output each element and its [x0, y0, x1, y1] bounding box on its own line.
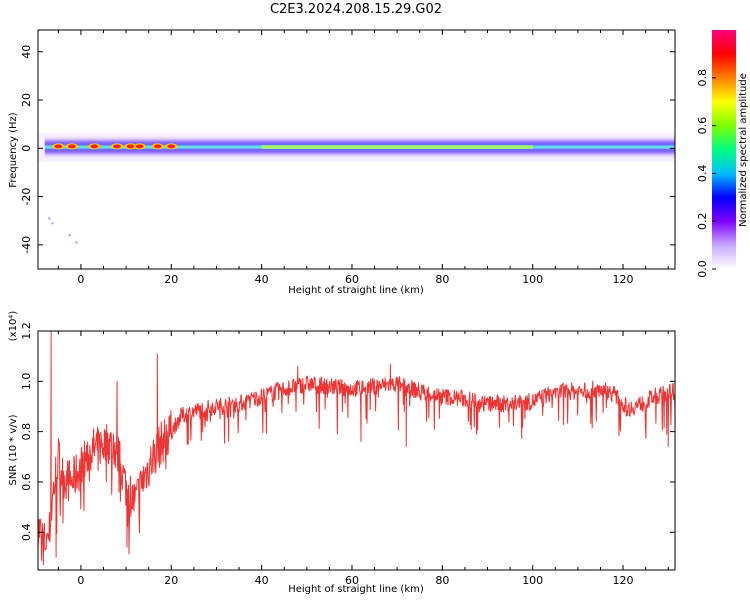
spectrogram-area — [38, 132, 675, 244]
x-tick-label: 120 — [613, 273, 634, 286]
hot-spot — [135, 144, 144, 149]
x-tick-label: 120 — [613, 574, 634, 587]
hot-spot — [67, 144, 76, 149]
x-tick-label: 60 — [345, 574, 359, 587]
snr-xlabel: Height of straight line (km) — [288, 584, 424, 595]
y-tick-label: 0 — [20, 145, 33, 152]
colorbar-tick-label: 0.0 — [696, 260, 709, 278]
hot-spot — [90, 144, 99, 149]
x-tick-label: 20 — [164, 574, 178, 587]
snr-area — [38, 331, 675, 566]
x-tick-label: 40 — [255, 273, 269, 286]
x-tick-label: 80 — [435, 273, 449, 286]
x-tick-label: 60 — [345, 273, 359, 286]
spectrogram-ylabel: Frequency (Hz) — [8, 112, 19, 188]
hot-spot — [167, 144, 176, 149]
y-tick-label: 1.2 — [20, 322, 33, 340]
snr-scale-label: (x10⁴) — [8, 311, 19, 342]
x-tick-label: 0 — [77, 273, 84, 286]
y-tick-label: -20 — [20, 188, 33, 206]
colorbar-tick-label: 0.6 — [696, 117, 709, 135]
x-tick-label: 20 — [164, 273, 178, 286]
y-tick-label: 0.8 — [20, 423, 33, 441]
snr-frame — [37, 330, 676, 571]
x-tick-label: 40 — [255, 574, 269, 587]
spectrogram-frame — [37, 29, 676, 270]
x-tick-label: 80 — [435, 574, 449, 587]
hot-spot — [113, 144, 122, 149]
speckle — [47, 217, 51, 220]
snr-ticks: 0 20 40 60 80 100 120 0.4 0.6 0.8 1.0 1.2 — [20, 322, 675, 587]
colorbar-tick-label: 0.8 — [696, 69, 709, 87]
x-tick-label: 0 — [77, 574, 84, 587]
snr-panel: 0 20 40 60 80 100 120 0.4 0.6 0.8 1.0 1.2 Height of… — [8, 311, 676, 595]
x-tick-label: 100 — [522, 273, 543, 286]
y-tick-label: 0.4 — [20, 524, 33, 542]
y-tick-label: -40 — [20, 236, 33, 254]
hot-spot — [54, 144, 63, 149]
y-tick-label: 1.0 — [20, 373, 33, 391]
speckle — [51, 221, 54, 225]
speckle — [75, 241, 78, 244]
spectrogram-xlabel: Height of straight line (km) — [288, 285, 424, 296]
y-tick-label: 20 — [20, 93, 33, 107]
hot-spot — [153, 144, 162, 149]
y-tick-label: 0.6 — [20, 473, 33, 491]
speckle — [68, 233, 71, 237]
colorbar-tick-label: 0.2 — [696, 212, 709, 230]
colorbar-label: Normalized spectral amplitude — [738, 73, 749, 227]
spectrogram-ticks: 0 20 40 60 80 100 120 -40 -20 0 20 40 — [20, 30, 675, 286]
chart-title: C2E3.2024.208.15.29.G02 — [269, 2, 443, 17]
snr-series-line — [38, 331, 675, 566]
colorbar-gradient — [712, 30, 736, 269]
y-tick-label: 40 — [20, 45, 33, 59]
spectral-ridge — [261, 145, 533, 150]
colorbar: 0.0 0.2 0.4 0.6 0.8 Normalized spectral ampl… — [696, 30, 749, 278]
snr-ylabel: SNR (10 * v/v) — [8, 414, 19, 485]
x-tick-label: 100 — [522, 574, 543, 587]
colorbar-ticks: 0.0 0.2 0.4 0.6 0.8 — [696, 69, 716, 278]
spectrogram-panel: 0 20 40 60 80 100 120 -40 -20 0 20 40 Height of str… — [8, 29, 676, 296]
colorbar-tick-label: 0.4 — [696, 165, 709, 183]
hot-spot — [126, 144, 135, 149]
